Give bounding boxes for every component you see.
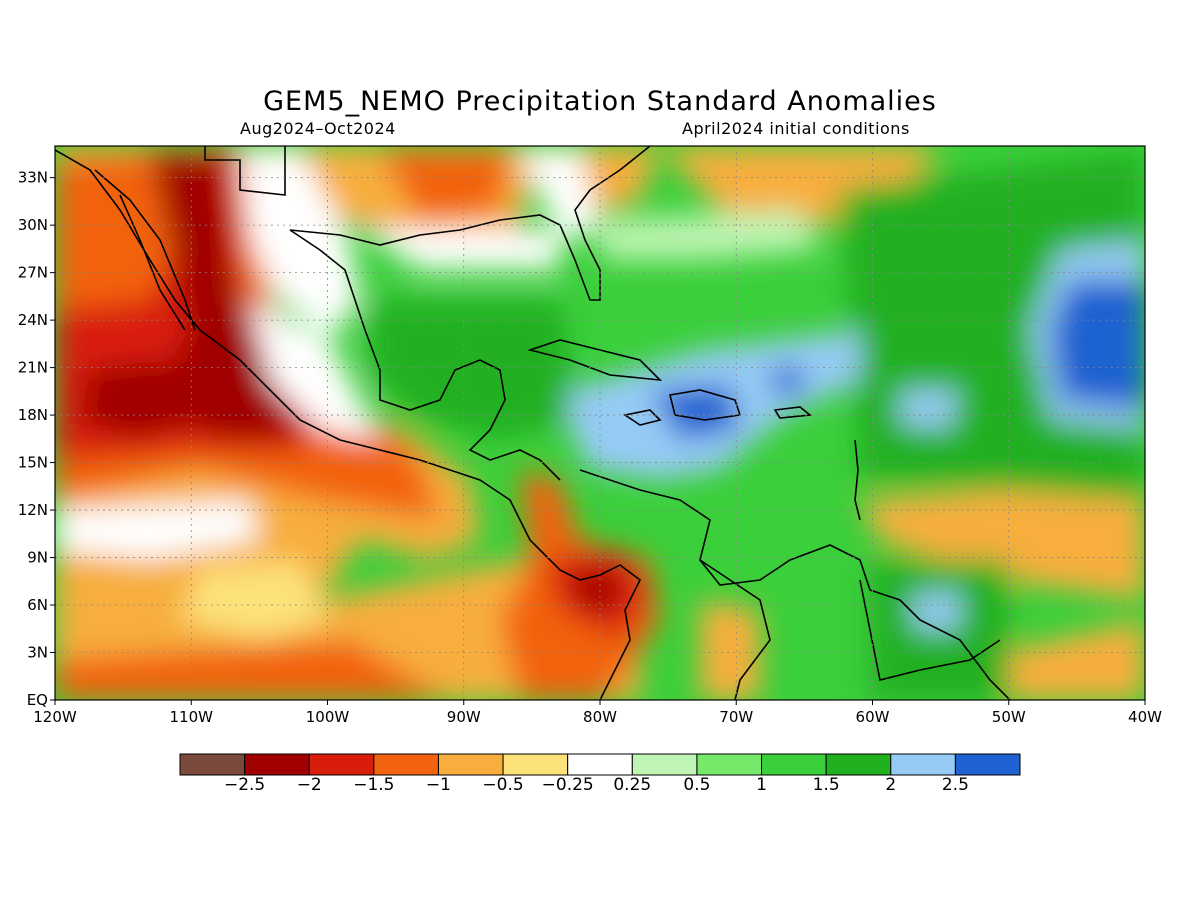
field-orange-colombia (700, 600, 760, 700)
lat-tick-label: 30N (18, 216, 48, 234)
field-blue-east-caribbean (770, 365, 805, 395)
pacific-coastline (55, 149, 642, 700)
lon-tick-label: 120W (33, 708, 77, 726)
lat-tick-label: 6N (27, 596, 48, 614)
lat-tick-label: 27N (18, 264, 48, 282)
colorbar-label: −0.25 (541, 775, 594, 795)
lat-ticks: EQ 3N 6N 9N 12N 15N 18N 21N 24N 27N 30N 33N (18, 169, 55, 709)
lat-tick-label: 21N (18, 359, 48, 377)
field-darkorange-us (380, 150, 510, 220)
colorbar-swatch (890, 753, 956, 776)
cuba-outline (527, 339, 663, 382)
colorbar-swatch (502, 753, 569, 776)
lon-tick-label: 70W (719, 708, 753, 726)
lat-tick-label: 18N (18, 406, 48, 424)
colorbar-swatch (179, 753, 246, 776)
period-label: Aug2024–Oct2024 (240, 119, 396, 138)
field-lightgreen-bahamas (600, 210, 820, 260)
lon-tick-label: 100W (306, 708, 350, 726)
field-blue-hispaniola (650, 385, 740, 440)
colorbar-swatch (696, 753, 763, 776)
field-blue-atlantic (1050, 280, 1145, 410)
field-white-texas (240, 150, 360, 340)
colombia-border (699, 559, 771, 700)
lon-tick-label: 80W (583, 708, 617, 726)
grid-lines (55, 146, 1145, 700)
colorbar-label: 2.5 (941, 775, 969, 795)
lon-ticks: 120W 110W 100W 90W 80W 70W 60W 50W 40W (33, 700, 1162, 726)
lon-tick-label: 50W (992, 708, 1026, 726)
lat-tick-label: 33N (18, 169, 48, 187)
initial-conditions-label: April2024 initial conditions (682, 119, 910, 138)
lat-tick-label: 9N (27, 549, 48, 567)
colorbar-label: 1.5 (812, 775, 840, 795)
field-lightblue-guianas (910, 590, 960, 630)
field-white-mexico-coast (250, 300, 380, 440)
colorbar-swatch (631, 753, 698, 776)
gulf-coast-mexico (289, 229, 561, 481)
colorbar-label: −2 (296, 775, 322, 795)
colorbar-swatch (567, 753, 633, 776)
field-white-gulf (360, 230, 560, 270)
colorbar-swatch (437, 753, 504, 776)
colorbar-label: −0.5 (482, 775, 524, 795)
map-title: GEM5_NEMO Precipitation Standard Anomali… (263, 86, 937, 117)
lat-tick-label: 3N (27, 644, 48, 662)
field-orange-southeast (1010, 620, 1145, 700)
baja-california-coast (94, 169, 196, 331)
colorbar-label: −2.5 (223, 775, 266, 795)
us-mexico-border (204, 146, 286, 196)
puerto-rico-outline (773, 406, 813, 419)
colorbar-label: −1 (425, 775, 451, 795)
baja-peninsula (119, 194, 186, 331)
lon-tick-label: 110W (170, 708, 214, 726)
field-yellow-pacific (180, 560, 330, 640)
lat-tick-label: EQ (27, 691, 48, 709)
gulf-coast-us (289, 146, 651, 301)
colorbar-swatch (244, 753, 310, 776)
lon-tick-label: 90W (447, 708, 481, 726)
field-white-florida (520, 150, 600, 240)
south-america-north-coast (579, 469, 1011, 700)
colorbar-label: 0.25 (613, 775, 652, 795)
jamaica-outline (622, 409, 662, 426)
field-lightblue-atlantic-2 (900, 390, 960, 430)
colorbar-swatch (954, 753, 1021, 776)
colorbar-label: 1 (756, 775, 767, 795)
lon-tick-label: 40W (1128, 708, 1162, 726)
field-white-pacific (55, 500, 260, 560)
colorbar-label: 2 (885, 775, 897, 795)
colorbar-label: 0.5 (683, 775, 711, 795)
colorbar-swatch (308, 753, 375, 776)
lat-tick-label: 24N (18, 311, 48, 329)
field-darkred-pacific (80, 360, 200, 440)
lesser-antilles (854, 439, 861, 521)
lon-tick-label: 60W (856, 708, 890, 726)
colorbar (179, 753, 1021, 776)
colorbar-swatch (373, 753, 439, 776)
colorbar-swatch (761, 753, 827, 776)
lat-tick-label: 12N (18, 501, 48, 519)
field-orange-south (55, 640, 450, 700)
field-darkred-panama (565, 570, 625, 615)
lat-tick-label: 15N (18, 454, 48, 472)
venezuela-guiana-border (859, 579, 1001, 681)
colorbar-swatch (825, 753, 892, 776)
colorbar-label: −1.5 (353, 775, 395, 795)
